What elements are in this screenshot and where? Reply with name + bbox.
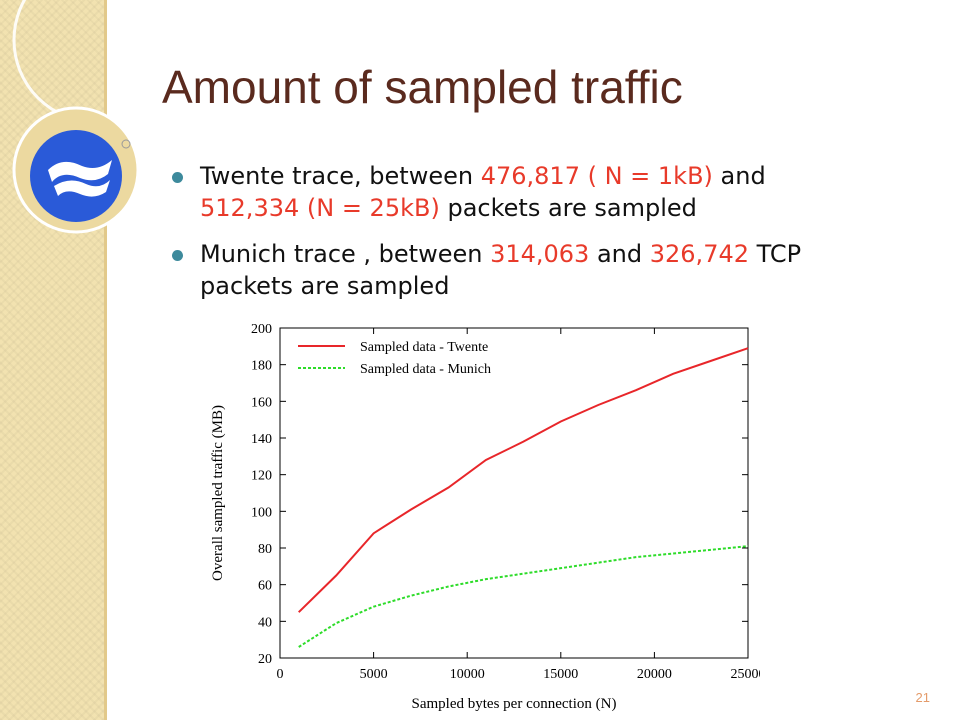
highlighted-text: 476,817 ( N = 1kB) <box>480 162 713 190</box>
series-line <box>298 545 749 648</box>
bullet-text: Munich trace , between <box>200 240 491 268</box>
x-tick-label: 25000 <box>731 667 761 682</box>
slide-title: Amount of sampled traffic <box>162 61 683 113</box>
line-chart: 0 5000 10000 15000 20000 25000 20 40 60 80 100 120 1… <box>210 322 761 712</box>
series-line <box>298 347 749 613</box>
bullet-list: Twente trace, between 476,817 ( N = 1kB)… <box>172 160 872 316</box>
x-tick-label: 5000 <box>360 667 388 682</box>
bullet-text: TCP packets are sampled <box>200 240 802 300</box>
y-tick-label: 120 <box>251 469 272 484</box>
highlighted-text: 314,063 <box>490 240 590 268</box>
y-tick-label: 60 <box>258 579 272 594</box>
bullet-dot-icon <box>172 250 183 261</box>
y-tick-label: 40 <box>258 615 272 630</box>
decorative-graphic <box>12 0 180 234</box>
y-tick-label: 140 <box>251 432 272 447</box>
highlighted-text: 512,334 (N = 25kB) <box>200 194 440 222</box>
logo-icon <box>30 130 122 222</box>
x-tick-label: 15000 <box>543 667 578 682</box>
y-tick-label: 100 <box>251 505 272 520</box>
bullet-item: Munich trace , between 314,063 and 326,7… <box>172 238 872 302</box>
y-tick-label: 20 <box>258 652 272 667</box>
bullet-text: packets are sampled <box>439 194 697 222</box>
bullet-text: Twente trace, between <box>200 162 481 190</box>
plot-frame <box>279 327 749 659</box>
y-tick-label: 180 <box>251 359 272 374</box>
y-tick-label: 160 <box>251 395 272 410</box>
x-tick-label: 0 <box>277 667 284 682</box>
x-axis-label: Sampled bytes per connection (N) <box>412 696 617 712</box>
bullet-item: Twente trace, between 476,817 ( N = 1kB)… <box>172 160 872 224</box>
bullet-text: and <box>589 240 650 268</box>
bullet-dot-icon <box>172 172 183 183</box>
y-tick-label: 80 <box>258 542 272 557</box>
y-tick-label: 200 <box>251 322 272 337</box>
highlighted-text: 326,742 <box>649 240 749 268</box>
x-tick-label: 20000 <box>637 667 672 682</box>
legend-label: Sampled data - Munich <box>360 362 491 377</box>
legend-label: Sampled data - Twente <box>360 340 488 355</box>
y-axis-label: Overall sampled traffic (MB) <box>210 405 226 581</box>
x-tick-label: 10000 <box>450 667 485 682</box>
bullet-text: and <box>712 162 766 190</box>
page-number: 21 <box>915 690 930 705</box>
